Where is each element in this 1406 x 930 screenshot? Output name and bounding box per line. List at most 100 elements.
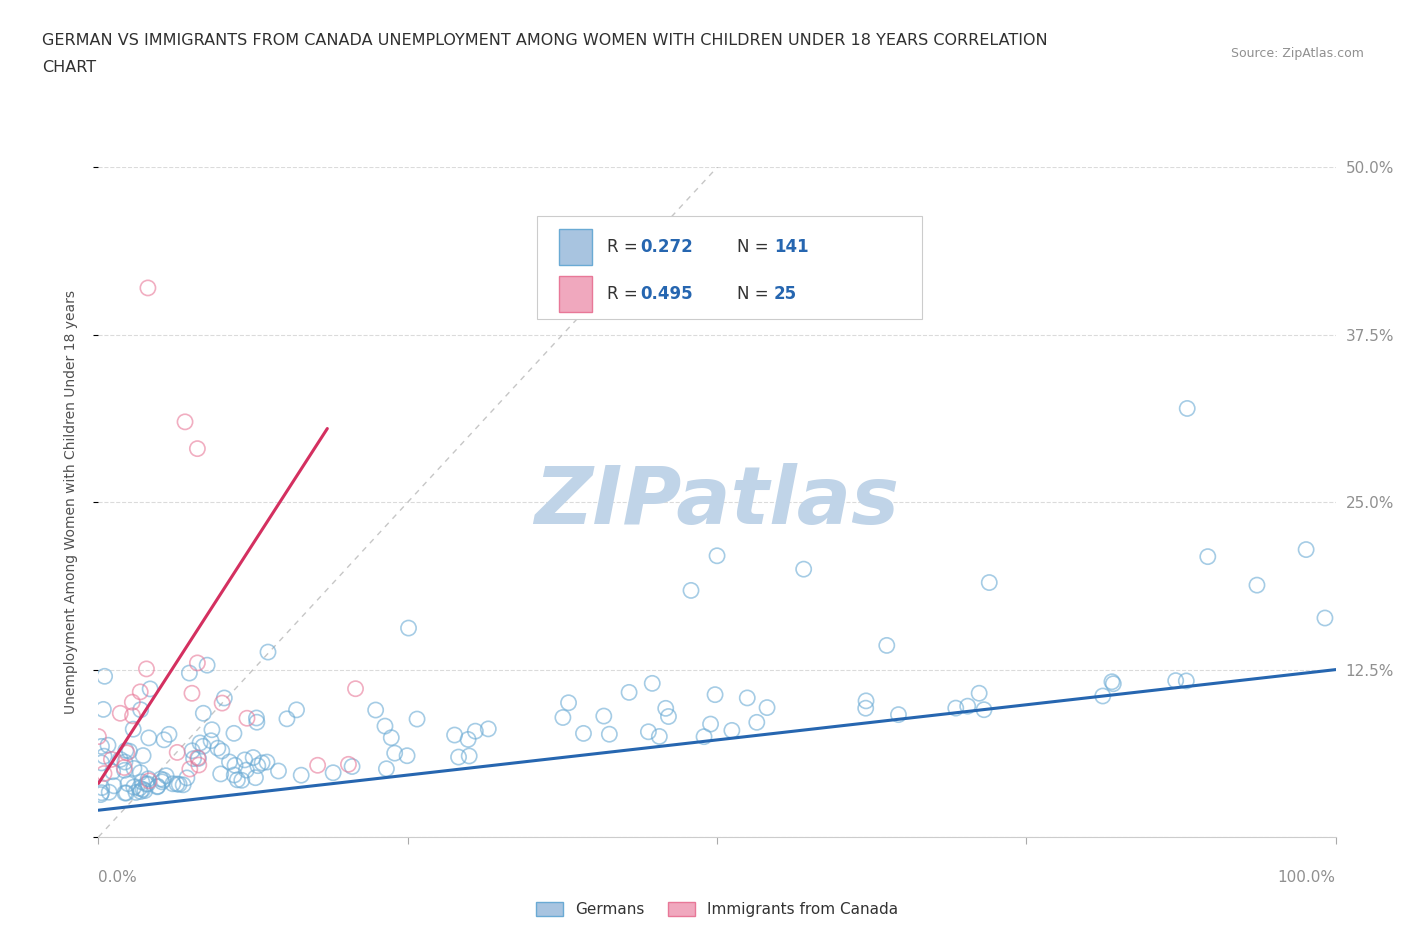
Point xyxy=(654,701,676,716)
Point xyxy=(276,711,298,726)
Point xyxy=(375,762,398,777)
Point xyxy=(693,729,716,744)
Text: 0.495: 0.495 xyxy=(640,286,693,303)
Point xyxy=(134,783,156,798)
Point xyxy=(186,656,208,671)
Point xyxy=(103,778,125,793)
Point xyxy=(1246,578,1268,592)
Point xyxy=(1101,674,1123,689)
Point xyxy=(557,696,579,711)
Point xyxy=(100,752,122,767)
Point xyxy=(256,754,278,769)
Point xyxy=(224,758,246,773)
Point xyxy=(1091,688,1114,703)
Point xyxy=(125,785,148,800)
Point xyxy=(93,766,115,781)
Point xyxy=(121,709,143,724)
Point xyxy=(129,784,152,799)
Point xyxy=(136,777,159,791)
Point xyxy=(115,743,138,758)
Point xyxy=(193,706,215,721)
Text: 141: 141 xyxy=(773,238,808,257)
Point xyxy=(93,669,115,684)
Point xyxy=(447,750,470,764)
Point xyxy=(231,773,253,788)
Point xyxy=(129,684,152,699)
Point xyxy=(122,761,145,776)
Point xyxy=(322,765,344,780)
Text: N =: N = xyxy=(737,286,773,303)
Point xyxy=(183,751,205,766)
Point xyxy=(207,740,229,755)
Point xyxy=(242,751,264,765)
Point xyxy=(146,779,169,794)
Point xyxy=(374,719,396,734)
Text: ZIPatlas: ZIPatlas xyxy=(534,463,900,541)
Point xyxy=(138,774,160,789)
Point xyxy=(617,684,640,699)
Point xyxy=(114,763,136,777)
Text: R =: R = xyxy=(607,286,643,303)
Point xyxy=(735,690,758,705)
Point xyxy=(1164,673,1187,688)
Point xyxy=(179,762,201,777)
Point xyxy=(233,752,256,767)
Point xyxy=(129,765,152,780)
Point xyxy=(340,759,363,774)
Point xyxy=(121,695,143,710)
Point xyxy=(146,778,169,793)
Point xyxy=(245,770,267,785)
Point xyxy=(224,767,246,782)
Point xyxy=(458,749,481,764)
Text: 0.272: 0.272 xyxy=(640,238,693,257)
Point xyxy=(398,620,420,635)
Point xyxy=(679,583,702,598)
Point xyxy=(110,706,132,721)
Point xyxy=(236,711,259,725)
Point xyxy=(136,281,159,296)
Point xyxy=(246,758,269,773)
Point xyxy=(187,751,209,765)
Point xyxy=(97,737,120,752)
Point xyxy=(887,707,910,722)
Text: 25: 25 xyxy=(773,286,797,303)
Point xyxy=(122,779,145,794)
Point xyxy=(477,722,499,737)
Point xyxy=(187,751,209,766)
Point xyxy=(195,658,218,672)
Point xyxy=(155,768,177,783)
Point xyxy=(132,782,155,797)
Text: 100.0%: 100.0% xyxy=(1278,870,1336,884)
Point xyxy=(257,644,280,659)
Point xyxy=(285,702,308,717)
Point xyxy=(344,682,367,697)
Point xyxy=(153,732,176,747)
Text: GERMAN VS IMMIGRANTS FROM CANADA UNEMPLOYMENT AMONG WOMEN WITH CHILDREN UNDER 18: GERMAN VS IMMIGRANTS FROM CANADA UNEMPLO… xyxy=(42,33,1047,47)
Point xyxy=(218,754,240,769)
Point xyxy=(138,730,160,745)
Point xyxy=(222,726,245,741)
Point xyxy=(181,743,204,758)
Point xyxy=(90,785,112,800)
Point xyxy=(157,727,180,742)
Point xyxy=(93,702,115,717)
Text: N =: N = xyxy=(737,238,773,257)
Point xyxy=(592,709,614,724)
Point xyxy=(307,758,329,773)
Point xyxy=(641,676,664,691)
Point xyxy=(90,755,112,770)
Point xyxy=(131,775,153,790)
Point xyxy=(337,757,360,772)
Point xyxy=(706,549,728,564)
Point xyxy=(179,666,201,681)
Point xyxy=(648,729,671,744)
Text: 0.0%: 0.0% xyxy=(98,870,138,884)
Point xyxy=(1175,401,1198,416)
Point xyxy=(176,770,198,785)
Point xyxy=(967,685,990,700)
Point xyxy=(1102,676,1125,691)
Point xyxy=(364,702,387,717)
Point xyxy=(118,744,141,759)
Point xyxy=(384,746,406,761)
Point xyxy=(101,764,124,779)
